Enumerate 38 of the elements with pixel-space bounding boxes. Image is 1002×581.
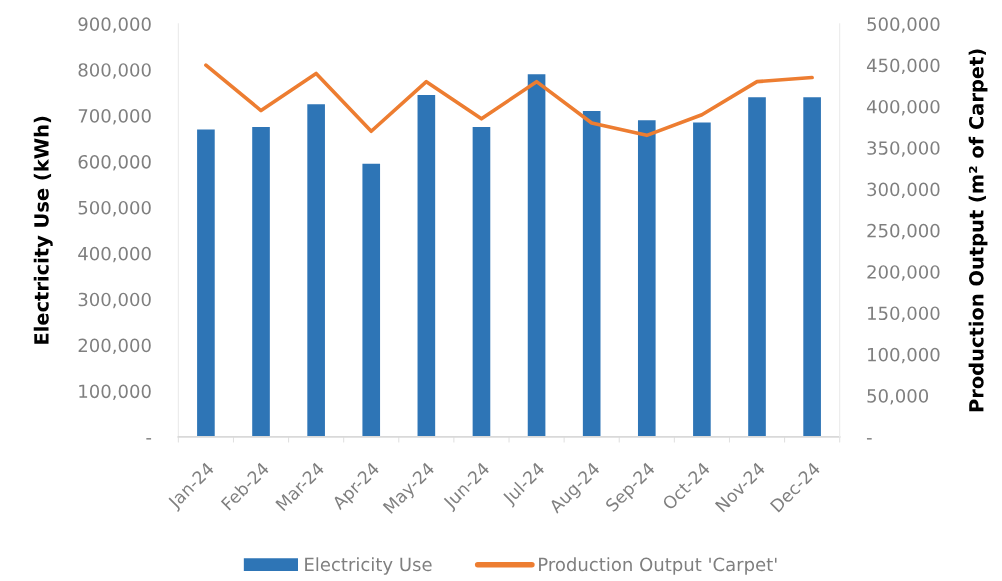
y-tick-label: 700,000 [78, 109, 151, 125]
bar [362, 163, 381, 437]
y-tick-label: - [146, 438, 152, 440]
y2-tick-label: 50,000 [867, 389, 929, 405]
bar [307, 104, 325, 437]
y2-tick-label: 300,000 [867, 182, 940, 199]
bar [527, 74, 546, 437]
legend-label: Electricity Use [305, 557, 432, 575]
y2-tick-label: 200,000 [867, 265, 940, 281]
y2-tick-label: 450,000 [866, 58, 940, 75]
bar [197, 129, 215, 437]
y-tick-label: 500,000 [78, 200, 151, 217]
bar [417, 94, 436, 437]
y2-axis-title: Production Output (m² of Carpet) [968, 49, 988, 412]
y-tick-label: 600,000 [78, 154, 151, 171]
y-axis-title: Electricity Use (kWh) [33, 116, 53, 344]
y2-tick-label: 150,000 [868, 306, 940, 322]
y-tick-label: 800,000 [78, 63, 151, 79]
bar [472, 127, 491, 437]
y2-tick-label: - [866, 438, 872, 440]
y-tick-label: 100,000 [79, 384, 151, 400]
y-tick-label: 200,000 [78, 338, 151, 355]
bar [803, 97, 821, 437]
y-tick-label: 300,000 [78, 292, 151, 309]
y2-tick-label: 350,000 [867, 141, 940, 157]
legend-label: Production Output 'Carpet' [539, 557, 777, 575]
bar [252, 127, 270, 437]
y2-tick-label: 250,000 [867, 223, 940, 240]
y2-tick-label: 100,000 [868, 347, 940, 364]
y2-tick-label: 400,000 [866, 99, 940, 116]
bar [582, 111, 601, 437]
bar [693, 122, 711, 437]
y2-tick-label: 500,000 [867, 17, 940, 33]
bar [748, 97, 766, 437]
line-series [204, 63, 814, 138]
y-tick-label: 900,000 [78, 17, 151, 33]
y-tick-label: 400,000 [78, 246, 151, 263]
bar [637, 120, 656, 437]
